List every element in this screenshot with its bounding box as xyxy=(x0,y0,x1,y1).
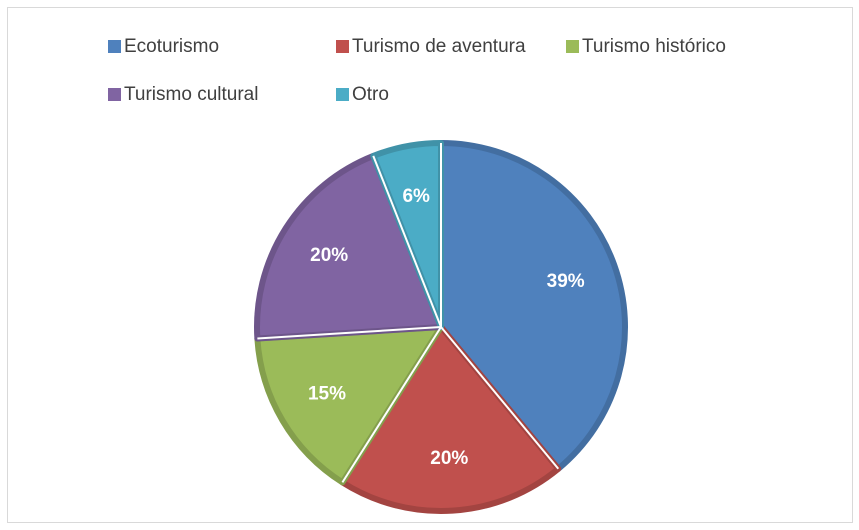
data-label: 6% xyxy=(402,186,430,207)
slice-separator xyxy=(440,326,560,470)
data-label: 39% xyxy=(547,271,585,292)
legend-label: Turismo cultural xyxy=(124,84,258,105)
legend-swatch xyxy=(336,40,349,53)
legend-label: Ecoturismo xyxy=(124,36,219,57)
data-label: 20% xyxy=(310,245,348,266)
legend-label: Turismo histórico xyxy=(582,36,726,57)
legend-swatch xyxy=(336,88,349,101)
pie-slice xyxy=(254,324,444,486)
slice-separator xyxy=(341,326,442,483)
legend-swatch xyxy=(108,88,121,101)
data-label: 20% xyxy=(430,448,468,469)
legend-label: Otro xyxy=(352,84,389,105)
pie-slice xyxy=(438,140,628,472)
legend-label: Turismo de aventura xyxy=(352,36,526,57)
legend-swatch xyxy=(566,40,579,53)
data-label: 15% xyxy=(308,383,346,404)
slice-separator xyxy=(257,326,442,340)
pie-slice xyxy=(339,324,562,514)
slice-separator xyxy=(372,155,442,328)
pie-slice xyxy=(254,152,444,342)
legend-swatch xyxy=(108,40,121,53)
